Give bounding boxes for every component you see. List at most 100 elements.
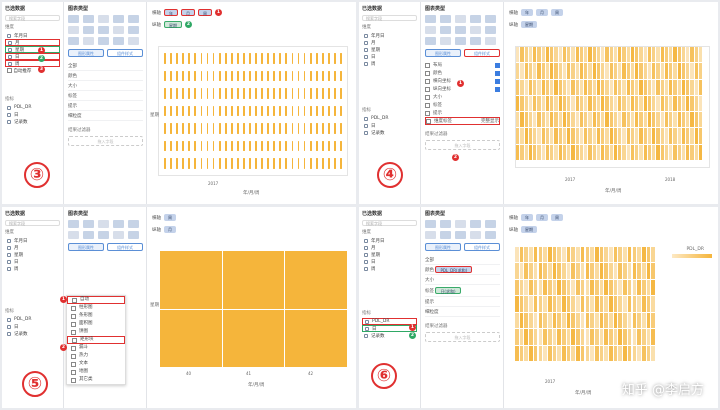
menu-item[interactable]: 矩形块 bbox=[67, 336, 125, 344]
x-pill-month[interactable]: 月 bbox=[536, 214, 548, 221]
checkbox[interactable] bbox=[425, 86, 430, 92]
field-weekday[interactable]: 星期 bbox=[362, 251, 417, 258]
menu-item[interactable]: 面积图 bbox=[67, 320, 125, 328]
color-pill[interactable]: PDL_DR(求和) bbox=[435, 266, 473, 273]
check-tip[interactable]: 提示 bbox=[425, 109, 500, 117]
prop-detail[interactable]: 细粒度 bbox=[425, 307, 500, 317]
field-day-mea[interactable]: 日 bbox=[362, 325, 417, 332]
field-day-mea[interactable]: 日 bbox=[362, 122, 417, 129]
prop-all[interactable]: 全部 bbox=[68, 61, 143, 71]
label-pill[interactable]: 日(求和) bbox=[435, 287, 461, 294]
field-day-mea[interactable]: 日 bbox=[5, 111, 60, 118]
field-pdl[interactable]: PDL_DR bbox=[362, 318, 417, 325]
menu-item[interactable]: 饼图 bbox=[67, 328, 125, 336]
checkbox[interactable] bbox=[495, 62, 500, 68]
checkbox[interactable] bbox=[425, 70, 430, 76]
prop-tip[interactable]: 提示 bbox=[425, 297, 500, 307]
menu-item[interactable]: 漏斗 bbox=[67, 344, 125, 352]
prop-size[interactable]: 大小 bbox=[425, 275, 500, 285]
prop-detail[interactable]: 细粒度 bbox=[68, 111, 143, 121]
chart-plot[interactable] bbox=[160, 251, 348, 368]
check-sort[interactable]: 维度标签 完整显示 bbox=[425, 117, 500, 125]
y-pill-weekday[interactable]: 星期 bbox=[521, 21, 537, 28]
field-month[interactable]: 月 bbox=[5, 244, 60, 251]
field-pdl[interactable]: PDL_DR bbox=[362, 115, 417, 122]
menu-item[interactable]: 自动 bbox=[67, 296, 125, 304]
field-ymd[interactable]: 年月日 bbox=[362, 32, 417, 39]
mark-type-dropdown[interactable]: 自动 柱形图 条形图 面积图 饼图 矩形块 漏斗 热力 文本 地图 其它类 bbox=[66, 295, 126, 385]
menu-item[interactable]: 条形图 bbox=[67, 312, 125, 320]
x-pill-week[interactable]: 周 bbox=[551, 9, 563, 16]
menu-item[interactable]: 柱形图 bbox=[67, 304, 125, 312]
prop-size[interactable]: 大小 bbox=[68, 81, 143, 91]
field-count[interactable]: 记录数 bbox=[5, 118, 60, 125]
prop-tip[interactable]: 提示 bbox=[68, 101, 143, 111]
field-week[interactable]: 周 bbox=[5, 60, 60, 67]
field-count[interactable]: 记录数 bbox=[5, 330, 60, 337]
tab-graphic[interactable]: 图形属性 bbox=[68, 49, 104, 57]
tab-graphic[interactable]: 图形属性 bbox=[68, 243, 104, 251]
checkbox[interactable] bbox=[425, 94, 430, 100]
chart-plot[interactable] bbox=[515, 247, 662, 368]
search-input[interactable]: 搜索字段 bbox=[5, 15, 60, 21]
menu-item[interactable]: 地图 bbox=[67, 368, 125, 376]
filter-dropzone[interactable]: 拖入字段 bbox=[68, 136, 143, 146]
check-color[interactable]: 颜色 bbox=[425, 69, 500, 77]
field-pdl[interactable]: PDL_DR bbox=[5, 316, 60, 323]
search-input[interactable]: 搜索字段 bbox=[362, 220, 417, 226]
checkbox[interactable] bbox=[7, 68, 12, 73]
prop-label-row[interactable]: 标签 日(求和) bbox=[425, 285, 500, 297]
x-pill-month[interactable]: 月 bbox=[536, 9, 548, 16]
field-day[interactable]: 日 bbox=[5, 53, 60, 60]
tab-component[interactable]: 组件样式 bbox=[107, 49, 143, 57]
chart-plot[interactable] bbox=[158, 46, 348, 176]
field-weekday[interactable]: 星期 bbox=[5, 46, 60, 53]
field-weekday[interactable]: 星期 bbox=[5, 251, 60, 258]
search-input[interactable]: 搜索字段 bbox=[5, 220, 60, 226]
field-week[interactable]: 周 bbox=[5, 265, 60, 272]
check-label[interactable]: 标签 bbox=[425, 101, 500, 109]
checkbox[interactable] bbox=[495, 70, 500, 76]
field-switch[interactable]: 自动推荐 bbox=[5, 67, 60, 74]
prop-color[interactable]: 颜色 bbox=[68, 71, 143, 81]
x-pill-week[interactable]: 周 bbox=[551, 214, 563, 221]
tab-component[interactable]: 组件样式 bbox=[464, 243, 500, 251]
menu-item[interactable]: 热力 bbox=[67, 352, 125, 360]
checkbox[interactable] bbox=[425, 62, 430, 68]
checkbox[interactable] bbox=[495, 86, 500, 92]
tab-component[interactable]: 组件样式 bbox=[107, 243, 143, 251]
chart-type-grid[interactable] bbox=[68, 220, 143, 239]
chart-type-grid[interactable] bbox=[425, 15, 500, 45]
filter-dropzone[interactable]: 拖入字段 bbox=[425, 140, 500, 150]
checkbox[interactable] bbox=[426, 118, 431, 124]
full-display-option[interactable]: 完整显示 bbox=[481, 119, 499, 124]
y-pill-weekday[interactable]: 星期 bbox=[521, 226, 537, 233]
field-week[interactable]: 周 bbox=[362, 265, 417, 272]
x-pill-week[interactable]: 周 bbox=[164, 214, 176, 221]
prop-label[interactable]: 标签 bbox=[68, 91, 143, 101]
menu-item[interactable]: 其它类 bbox=[67, 376, 125, 384]
field-ymd[interactable]: 年月日 bbox=[5, 237, 60, 244]
prop-color[interactable]: 颜色 PDL_DR(求和) bbox=[425, 265, 500, 275]
field-count[interactable]: 记录数 bbox=[362, 332, 417, 339]
search-input[interactable]: 搜索字段 bbox=[362, 15, 417, 21]
x-pill-year[interactable]: 年 bbox=[521, 9, 533, 16]
chart-plot[interactable] bbox=[515, 46, 710, 168]
checkbox[interactable] bbox=[425, 78, 430, 84]
field-ymd[interactable]: 年月日 bbox=[362, 237, 417, 244]
y-pill-weekday[interactable]: 星期 bbox=[164, 21, 182, 28]
tab-graphic[interactable]: 图形属性 bbox=[425, 49, 461, 57]
checkbox[interactable] bbox=[495, 78, 500, 84]
field-ymd[interactable]: 年月日 bbox=[5, 32, 60, 39]
field-day-mea[interactable]: 日 bbox=[5, 323, 60, 330]
field-weekday[interactable]: 星期 bbox=[362, 46, 417, 53]
x-pill-week[interactable]: 周 bbox=[198, 9, 212, 16]
check-layout[interactable]: 布局 bbox=[425, 61, 500, 69]
field-month[interactable]: 月 bbox=[362, 39, 417, 46]
check-xaxis[interactable]: 横向坐标 bbox=[425, 77, 500, 85]
field-week[interactable]: 周 bbox=[362, 60, 417, 67]
y-pill-month[interactable]: 月 bbox=[164, 226, 176, 233]
prop-all[interactable]: 全部 bbox=[425, 255, 500, 265]
field-count[interactable]: 记录数 bbox=[362, 129, 417, 136]
field-day[interactable]: 日 bbox=[5, 258, 60, 265]
